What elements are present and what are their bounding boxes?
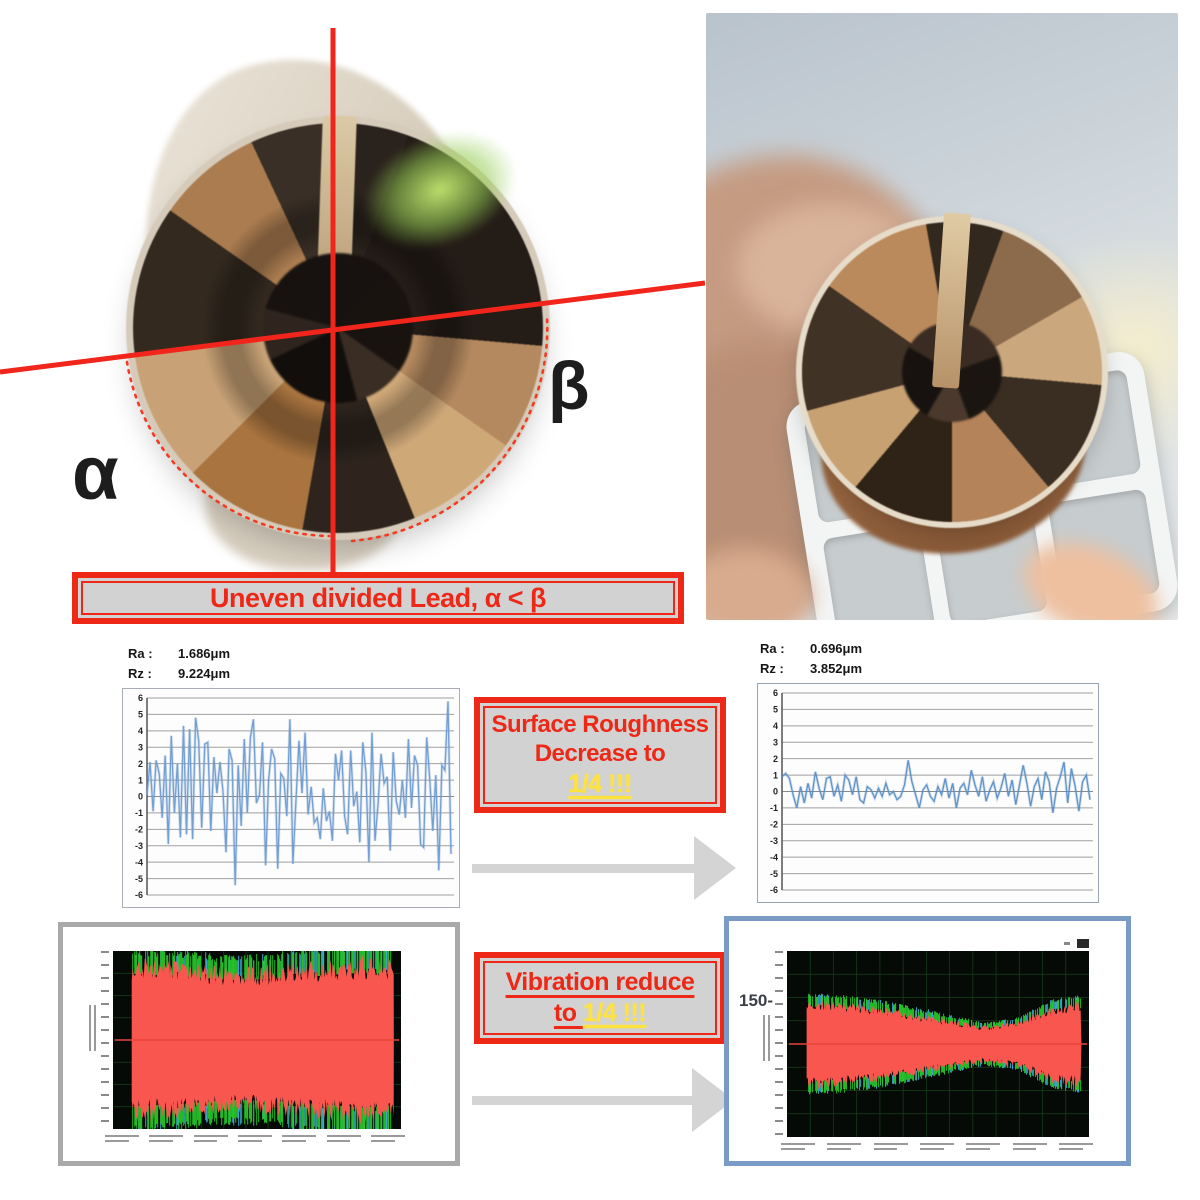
rz-label: Rz :: [760, 661, 784, 677]
svg-text:-2: -2: [770, 820, 778, 830]
roughness-measurements-before: Ra : 1.686μm Rz : 9.224μm: [128, 644, 230, 684]
svg-text:-2: -2: [135, 825, 143, 835]
svg-text:0: 0: [138, 792, 143, 802]
ra-value: 0.696μm: [810, 641, 863, 656]
roughness-banner-line2: Decrease to: [534, 740, 666, 767]
roughness-banner-highlight: 1/4 !!!: [568, 769, 632, 798]
svg-text:-4: -4: [135, 857, 143, 867]
crosshair-horizontal-line: [0, 280, 705, 375]
vibration-banner-highlight: 1/4 !!!: [582, 999, 647, 1027]
ra-label: Ra :: [128, 646, 153, 661]
x-axis-ticks: [105, 1135, 405, 1145]
roughness-chart-before-plot: 6 5 4 3 2 1 0 -1 -2 -3 -4 -5 -6: [135, 693, 454, 900]
y-axis-title-ticks: [89, 1005, 98, 1051]
rz-label: Rz :: [128, 666, 152, 682]
lead-annotation-overlay: [0, 28, 705, 574]
svg-text:-4: -4: [770, 852, 778, 862]
lead-banner-text: Uneven divided Lead, α < β: [210, 582, 546, 613]
svg-text:1: 1: [773, 770, 778, 780]
rz-value: 9.224μm: [178, 666, 231, 682]
x-axis-ticks: [781, 1143, 1093, 1153]
roughness-chart-after-plot: 6 5 4 3 2 1 0 -1 -2 -3 -4 -5 -6: [770, 688, 1093, 895]
roughness-chart-after: 6 5 4 3 2 1 0 -1 -2 -3 -4 -5 -6: [757, 683, 1099, 903]
svg-text:1: 1: [138, 775, 143, 785]
svg-text:3: 3: [138, 742, 143, 752]
endmill-hand-photo: [706, 13, 1178, 620]
endmill-face-photo: α β: [0, 0, 705, 635]
svg-text:6: 6: [773, 688, 778, 698]
vibration-banner: Vibration reduce to 1/4 !!!: [474, 952, 726, 1044]
roughness-banner: Surface Roughness Decrease to 1/4 !!!: [474, 697, 726, 813]
svg-text:-3: -3: [770, 836, 778, 846]
vibration-banner-line2-prefix: to: [553, 999, 583, 1027]
svg-text:6: 6: [138, 693, 143, 703]
svg-text:3: 3: [773, 737, 778, 747]
roughness-measurements-after: Ra : 0.696μm Rz : 3.852μm: [760, 639, 862, 679]
ra-label: Ra :: [760, 641, 785, 656]
svg-text:-1: -1: [135, 808, 143, 818]
vibration-chart-after-plot: [787, 951, 1089, 1137]
beta-arc: [350, 315, 549, 543]
svg-text:-6: -6: [135, 890, 143, 900]
ra-value: 1.686μm: [178, 646, 231, 661]
roughness-chart-before: 6 5 4 3 2 1 0 -1 -2 -3 -4 -5 -6: [122, 688, 460, 908]
axis-callout-150: 150-: [739, 991, 774, 1010]
svg-text:2: 2: [138, 759, 143, 769]
rz-value: 3.852μm: [810, 661, 863, 677]
vibration-chart-before-plot: [113, 951, 401, 1129]
chart-toolbar-icon: [1077, 939, 1089, 948]
svg-text:4: 4: [138, 726, 143, 736]
arrow-right-2-shaft: [472, 1096, 694, 1105]
svg-text:2: 2: [773, 754, 778, 764]
y-axis-ticks: [101, 951, 109, 1129]
vibration-panel-before: [58, 922, 460, 1166]
vibration-panel-after: 150-: [724, 916, 1131, 1166]
svg-text:-1: -1: [770, 803, 778, 813]
lead-banner: Uneven divided Lead, α < β: [72, 572, 684, 624]
roughness-banner-line1: Surface Roughness: [491, 711, 709, 739]
arrow-right-1-shaft: [472, 864, 696, 873]
svg-text:4: 4: [773, 721, 778, 731]
y-axis-ticks: [775, 951, 783, 1137]
vibration-banner-line1: Vibration reduce: [505, 967, 695, 996]
svg-text:-6: -6: [770, 885, 778, 895]
svg-text:5: 5: [773, 705, 778, 715]
svg-text:-3: -3: [135, 841, 143, 851]
beta-label: β: [548, 348, 590, 424]
vibration-banner-line2: to 1/4 !!!: [553, 998, 647, 1029]
svg-text:5: 5: [138, 710, 143, 720]
svg-text:0: 0: [773, 787, 778, 797]
y-axis-title-ticks: [763, 1015, 772, 1061]
alpha-label: α: [72, 431, 119, 516]
svg-text:-5: -5: [135, 874, 143, 884]
arrow-right-1-head: [694, 836, 736, 900]
alpha-arc: [125, 360, 331, 538]
svg-text:-5: -5: [770, 869, 778, 879]
